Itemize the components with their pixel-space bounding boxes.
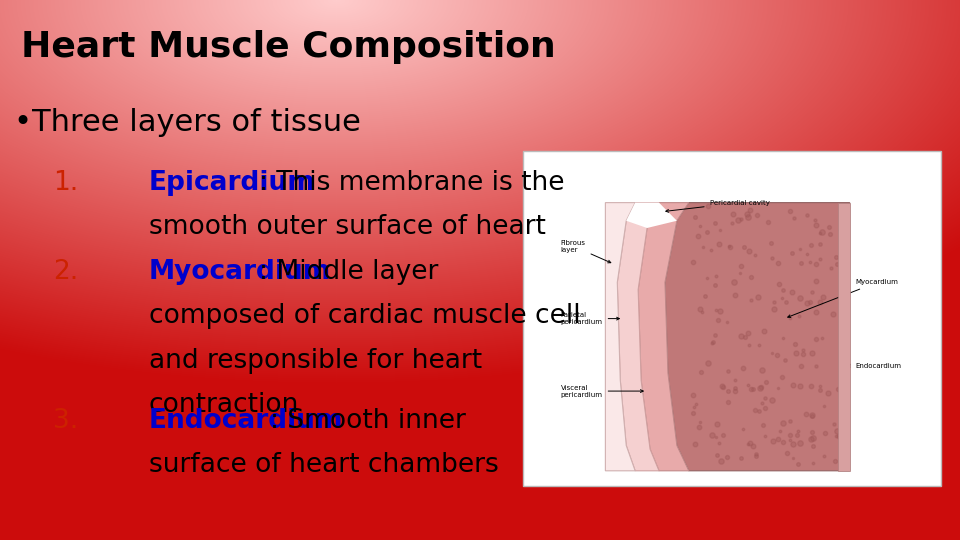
Polygon shape [626,202,677,228]
Text: Visceral
pericardium: Visceral pericardium [561,384,643,397]
Text: : This membrane is the: : This membrane is the [259,170,564,196]
Text: Endocardium: Endocardium [149,408,344,434]
FancyBboxPatch shape [523,151,941,486]
Text: : Smooth inner: : Smooth inner [271,408,467,434]
Text: 3.: 3. [53,408,78,434]
Text: Epicardium: Epicardium [149,170,316,196]
Polygon shape [606,202,636,471]
Text: contraction: contraction [149,392,300,418]
Polygon shape [617,202,659,471]
Text: and responsible for heart: and responsible for heart [149,348,482,374]
Text: Endocardium: Endocardium [848,363,901,369]
Text: Pericardial cavity: Pericardial cavity [666,200,770,212]
Polygon shape [665,202,850,471]
Text: smooth outer surface of heart: smooth outer surface of heart [149,214,545,240]
Text: Heart Muscle Composition: Heart Muscle Composition [21,30,556,64]
Text: surface of heart chambers: surface of heart chambers [149,452,498,478]
Text: composed of cardiac muscle cell: composed of cardiac muscle cell [149,303,581,329]
Polygon shape [638,202,688,471]
Polygon shape [838,202,850,471]
Text: 2.: 2. [53,259,78,285]
Text: 1.: 1. [53,170,78,196]
Text: Myocardium: Myocardium [149,259,331,285]
Text: Parietal
pericardium: Parietal pericardium [561,312,619,325]
Text: Myocardium: Myocardium [788,279,899,318]
Text: •Three layers of tissue: •Three layers of tissue [14,108,361,137]
Text: Fibrous
layer: Fibrous layer [561,240,611,263]
Text: : Middle layer: : Middle layer [259,259,439,285]
